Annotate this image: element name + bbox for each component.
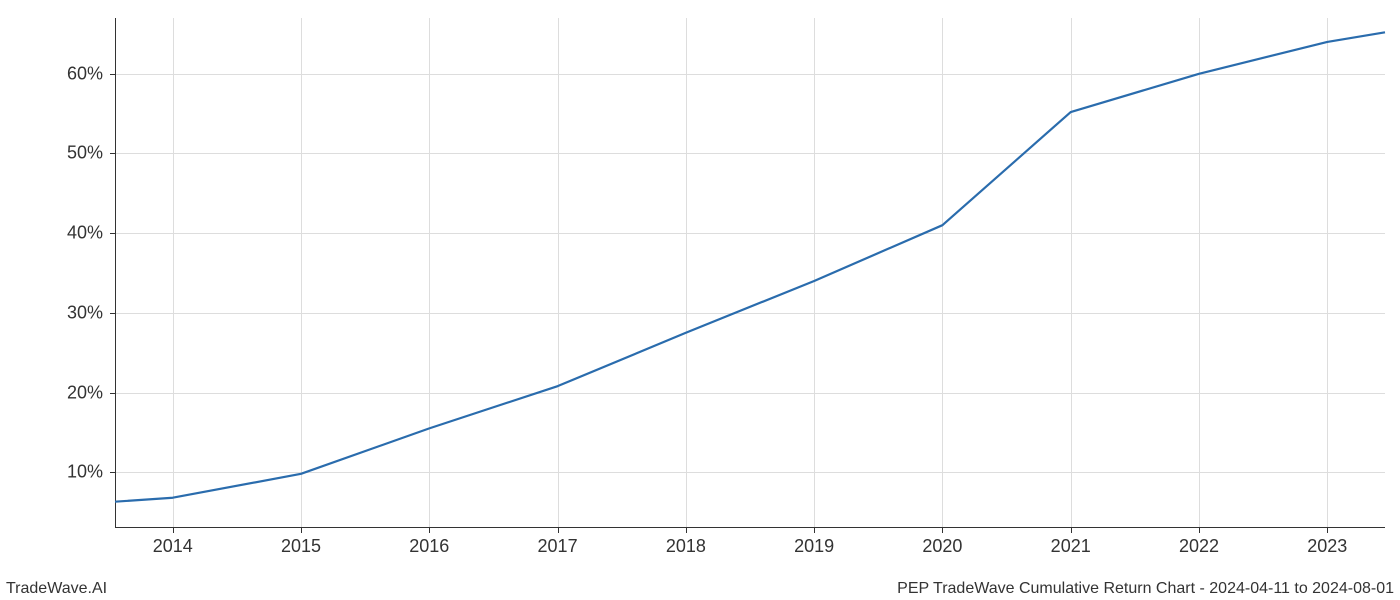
x-tick-mark (1327, 528, 1328, 533)
footer-right-text: PEP TradeWave Cumulative Return Chart - … (897, 580, 1394, 598)
y-tick-label: 40% (67, 223, 103, 244)
plot-area: 2014201520162017201820192020202120222023… (115, 18, 1385, 528)
x-tick-label: 2021 (1051, 536, 1091, 557)
x-tick-label: 2020 (922, 536, 962, 557)
footer-left-text: TradeWave.AI (6, 580, 107, 598)
y-tick-label: 20% (67, 382, 103, 403)
x-tick-label: 2015 (281, 536, 321, 557)
x-tick-mark (173, 528, 174, 533)
line-series-svg (115, 18, 1385, 528)
x-tick-mark (1071, 528, 1072, 533)
x-tick-mark (686, 528, 687, 533)
x-tick-mark (1199, 528, 1200, 533)
y-tick-label: 10% (67, 462, 103, 483)
x-tick-label: 2023 (1307, 536, 1347, 557)
x-tick-label: 2014 (153, 536, 193, 557)
chart-container: 2014 2015 2016 2017 2018 2019 2020 2021 2022 2023… (0, 0, 1400, 600)
x-tick-mark (814, 528, 815, 533)
x-tick-label: 2019 (794, 536, 834, 557)
x-tick-label: 2018 (666, 536, 706, 557)
x-tick-mark (301, 528, 302, 533)
x-tick-label: 2017 (538, 536, 578, 557)
x-tick-mark (429, 528, 430, 533)
x-tick-label: 2022 (1179, 536, 1219, 557)
x-tick-mark (558, 528, 559, 533)
x-tick-label: 2016 (409, 536, 449, 557)
y-tick-label: 50% (67, 143, 103, 164)
x-tick-mark (942, 528, 943, 533)
y-tick-label: 30% (67, 302, 103, 323)
y-tick-label: 60% (67, 63, 103, 84)
cumulative-return-line (115, 32, 1385, 501)
